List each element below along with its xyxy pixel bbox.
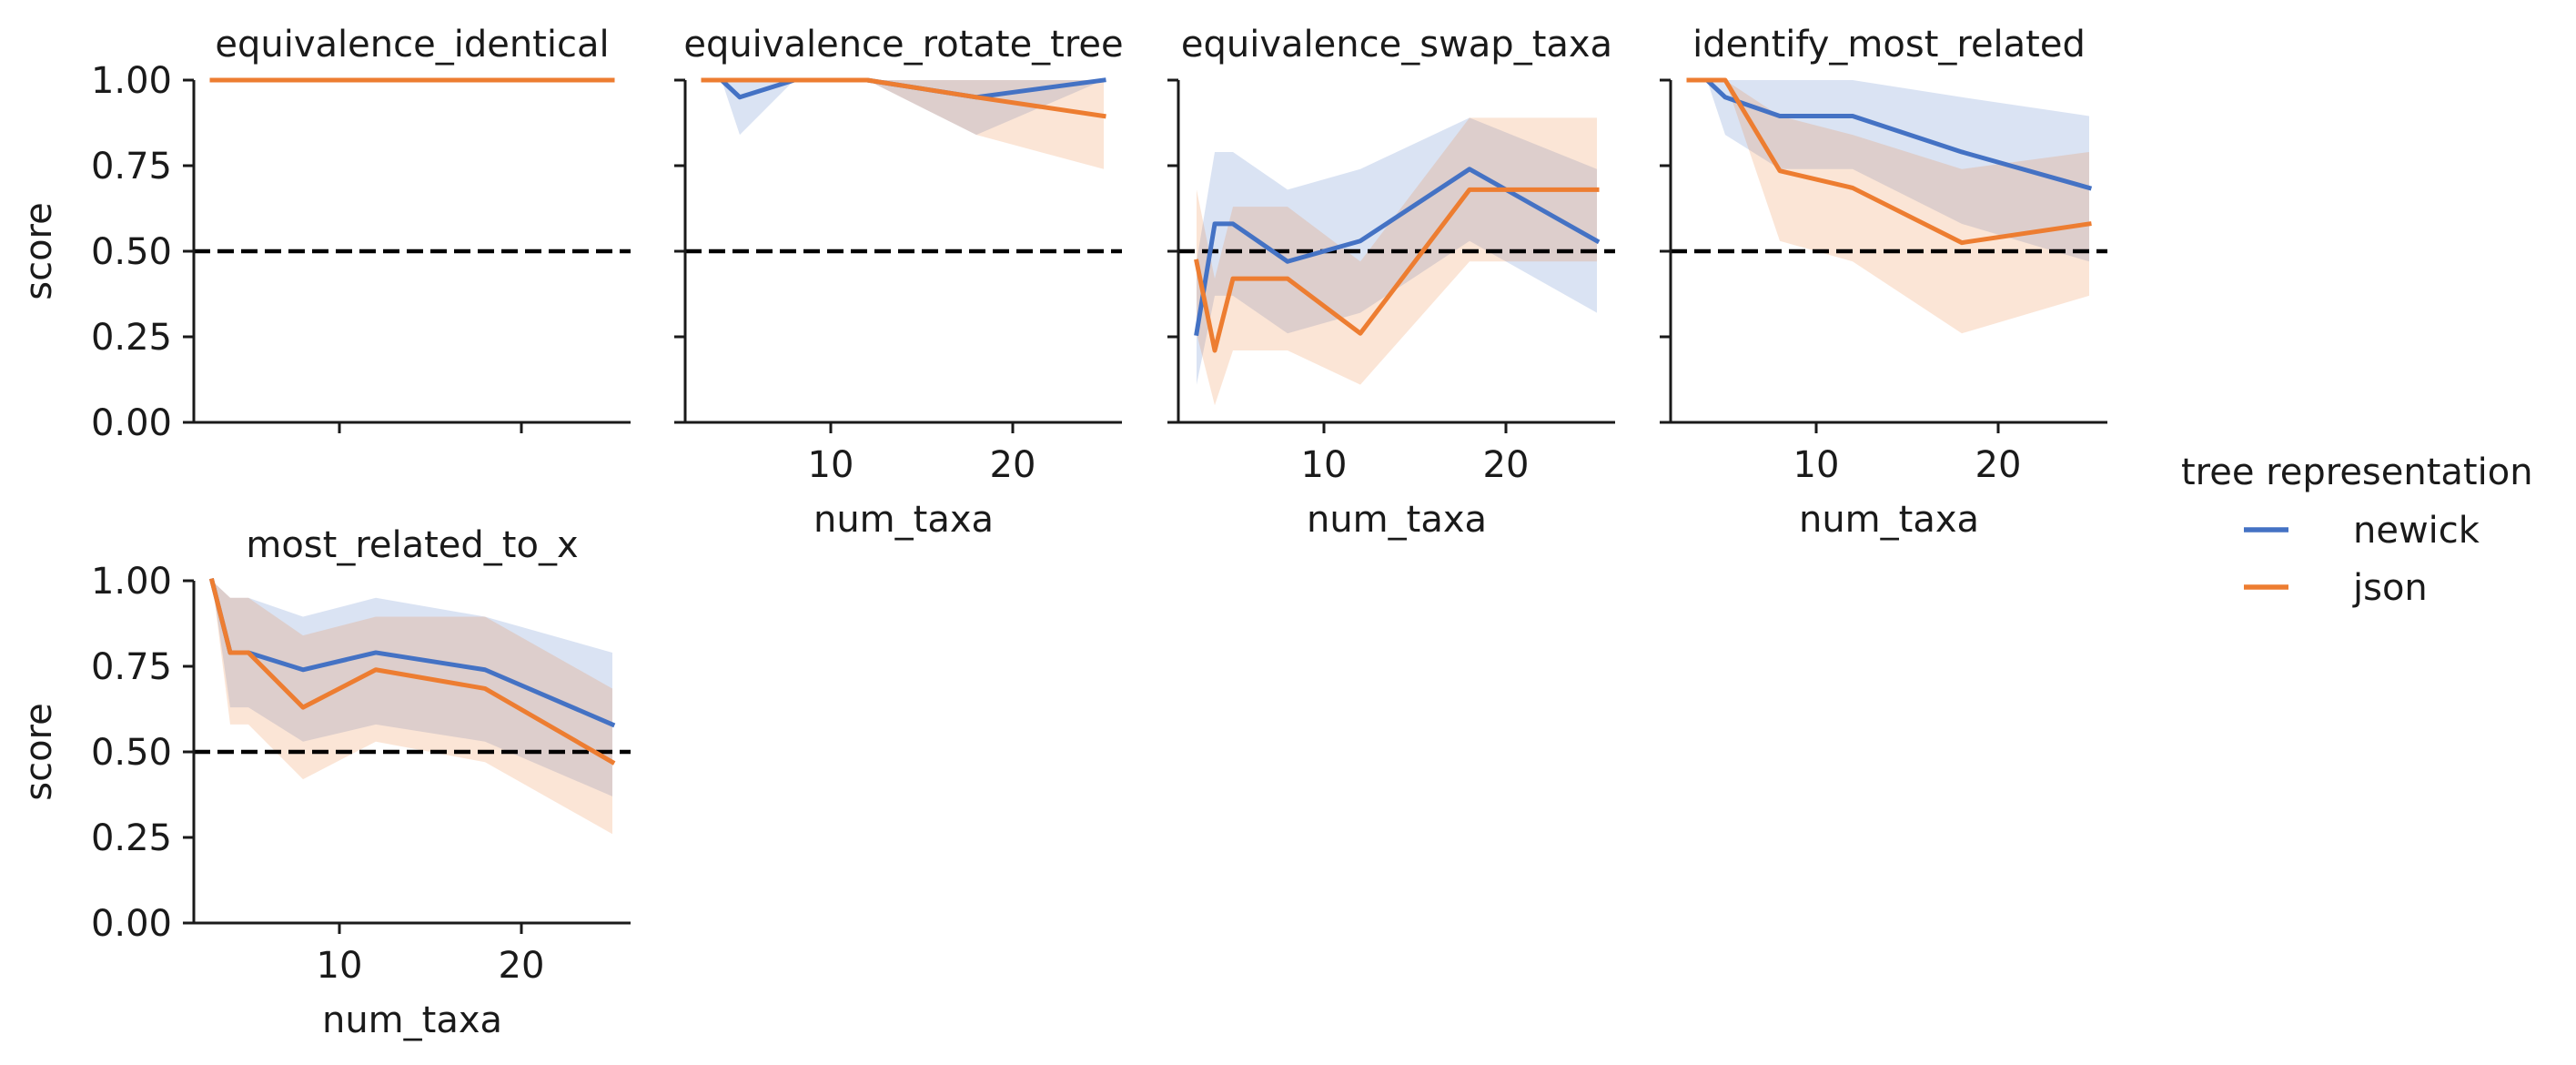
y-tick-label: 0.75: [91, 646, 172, 688]
data-point-json: [248, 80, 249, 81]
x-tick-label: 10: [1301, 444, 1348, 486]
data-point-json: [703, 80, 704, 81]
data-point-json: [2089, 223, 2090, 224]
y-tick-label: 0.25: [91, 317, 172, 359]
y-tick-label: 0.25: [91, 817, 172, 859]
panel-title: equivalence_identical: [215, 24, 609, 66]
data-point-newick: [1215, 223, 1216, 224]
series-line-json: [1686, 77, 2092, 246]
data-point-json: [1780, 170, 1781, 171]
legend: tree representation newick json: [2181, 451, 2533, 609]
panel-title: equivalence_rotate_tree: [683, 24, 1123, 66]
y-axis-label: score: [18, 202, 60, 299]
panel-title: most_related_to_x: [246, 524, 578, 566]
x-tick-label: 10: [808, 444, 854, 486]
data-point-json: [612, 80, 613, 81]
data-point-json: [1707, 80, 1708, 81]
data-point-newick: [1853, 116, 1854, 117]
y-tick-label: 0.00: [91, 402, 172, 444]
y-tick-label: 1.00: [91, 60, 172, 102]
ci-band-newick: [1689, 80, 2089, 262]
panel-title: identify_most_related: [1692, 24, 2086, 66]
x-axis-label: num_taxa: [322, 999, 502, 1041]
series-line-newick: [1194, 167, 1601, 337]
data-point-json: [376, 669, 377, 670]
data-point-json: [1725, 80, 1726, 81]
chart-panel-2: equivalence_rotate_tree 10 20 num_taxa: [674, 24, 1124, 541]
panel-title: equivalence_swap_taxa: [1181, 24, 1612, 66]
series-line-json: [1194, 187, 1600, 353]
data-point-json: [867, 80, 868, 81]
x-tick-label: 10: [317, 945, 363, 987]
data-point-json: [1597, 189, 1598, 190]
data-point-json: [794, 80, 795, 81]
data-point-newick: [376, 652, 377, 653]
data-point-json: [1104, 116, 1105, 117]
data-point-json: [1360, 333, 1361, 334]
y-tick-label: 0.75: [91, 146, 172, 188]
data-point-json: [485, 688, 486, 689]
chart-panels: equivalence_identical 0.00 0.25 0.50 0.75 1.0…: [18, 24, 2107, 1041]
data-point-json: [212, 80, 213, 81]
data-point-json: [1689, 80, 1690, 81]
data-point-json: [612, 762, 613, 763]
data-point-json: [485, 80, 486, 81]
data-point-newick: [1597, 240, 1598, 241]
data-point-json: [303, 80, 304, 81]
y-tick-label: 0.00: [91, 903, 172, 945]
data-point-json: [1962, 242, 1963, 243]
chart-panel-4: identify_most_related 10 20 num_taxa: [1660, 24, 2107, 541]
data-point-newick: [1962, 151, 1963, 152]
data-point-newick: [1233, 223, 1234, 224]
data-point-json: [1215, 350, 1216, 351]
data-point-json: [230, 80, 231, 81]
y-tick-label: 0.50: [91, 732, 172, 774]
data-point-json: [248, 652, 249, 653]
data-point-json: [230, 652, 231, 653]
data-point-newick: [303, 669, 304, 670]
y-tick-label: 0.50: [91, 231, 172, 273]
legend-title: tree representation: [2181, 451, 2533, 493]
data-point-json: [212, 581, 213, 582]
data-point-newick: [1780, 116, 1781, 117]
data-point-newick: [1104, 80, 1105, 81]
data-point-newick: [1725, 96, 1726, 97]
x-tick-label: 20: [499, 945, 545, 987]
x-axis-label: num_taxa: [813, 499, 994, 541]
x-tick-label: 20: [990, 444, 1036, 486]
data-point-newick: [485, 669, 486, 670]
data-point-json: [376, 80, 377, 81]
data-point-newick: [612, 724, 613, 725]
legend-label-newick: newick: [2353, 510, 2480, 552]
y-tick-label: 1.00: [91, 561, 172, 603]
ci-band-newick: [212, 581, 612, 796]
data-point-json: [976, 96, 977, 97]
data-point-json: [740, 80, 741, 81]
x-tick-label: 10: [1793, 444, 1840, 486]
chart-panel-1: equivalence_identical 0.00 0.25 0.50 0.75 1.0…: [18, 24, 631, 444]
data-point-json: [303, 707, 304, 708]
series-line-json: [701, 77, 1106, 119]
y-axis-label: score: [18, 703, 60, 800]
ci-band-json: [212, 581, 612, 835]
data-point-newick: [1360, 240, 1361, 241]
series-line-json: [208, 577, 616, 766]
data-point-newick: [740, 96, 741, 97]
legend-label-json: json: [2352, 567, 2428, 609]
chart-panel-5: most_related_to_x 0.00 0.25 0.50 0.75 1.00 10 2…: [18, 524, 631, 1041]
chart-panel-3: equivalence_swap_taxa 10 20 num_taxa: [1167, 24, 1615, 541]
x-tick-label: 20: [1483, 444, 1530, 486]
x-axis-label: num_taxa: [1799, 499, 1979, 541]
x-axis-label: num_taxa: [1307, 499, 1487, 541]
x-tick-label: 20: [1975, 444, 2022, 486]
